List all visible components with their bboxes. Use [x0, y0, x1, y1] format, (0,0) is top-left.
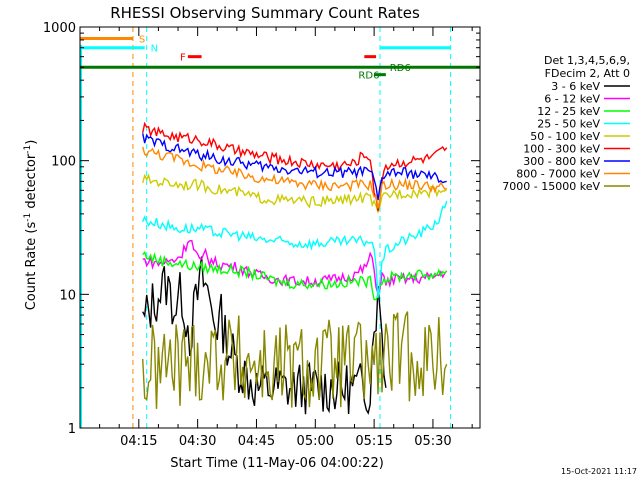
y-tick-label: 10 [59, 288, 76, 303]
axes-group: 1 10 100 1000 04:15 04:30 04:45 05:00 05:15 05:30 [43, 21, 481, 449]
series-line-0 [142, 256, 387, 415]
legend-label-4: 50 - 100 keV [530, 130, 600, 143]
legend-label-3: 25 - 50 keV [537, 118, 600, 131]
state-bars-group: SN F RD6 RD6 [80, 35, 480, 82]
x-tick-label: 05:00 [297, 434, 334, 449]
legend-label-0: 3 - 6 keV [551, 80, 600, 93]
state-label-n: N [151, 44, 158, 55]
y-axis-label-suffix: ) [24, 140, 39, 145]
y-tick-label: 100 [51, 155, 76, 170]
series-line-2 [142, 250, 448, 301]
series-line-6 [142, 133, 447, 201]
y-axis-label-prefix: Count Rate (s [24, 222, 39, 311]
legend-header-line-1: Det 1,3,4,5,6,9, [544, 54, 630, 67]
legend-label-1: 6 - 12 keV [544, 93, 600, 106]
state-label-rd6: RD6 [358, 71, 379, 82]
y-axis-label-sup1: -1 [23, 213, 33, 222]
x-tick-label: 04:30 [179, 434, 216, 449]
x-tick-label: 05:30 [414, 434, 451, 449]
series-line-3 [142, 200, 448, 298]
legend-label-8: 7000 - 15000 keV [502, 180, 600, 193]
legend-label-5: 100 - 300 keV [523, 143, 600, 156]
plot-frame [79, 26, 481, 429]
x-tick-label: 04:15 [120, 434, 157, 449]
series-line-7 [142, 146, 447, 209]
state-label-f: F [180, 53, 186, 64]
y-axis-label-sup2: -1 [23, 145, 33, 154]
x-axis-label: Start Time (11-May-06 04:00:22) [170, 456, 384, 471]
y-tick-label: 1 [68, 422, 76, 437]
legend-label-6: 300 - 800 keV [523, 155, 600, 168]
y-axis-label-mid: detector [24, 153, 39, 213]
y-axis-label: Count Rate (s-1 detector-1) [23, 140, 39, 311]
series-line-4 [142, 173, 448, 215]
series-group [142, 121, 448, 415]
timestamp: 15-Oct-2021 11:17 [561, 467, 637, 476]
legend-label-2: 12 - 25 keV [537, 105, 600, 118]
state-label-s: S [139, 35, 145, 46]
legend-header-line-2: FDecim 2, Att 0 [545, 67, 630, 80]
legend-label-7: 800 - 7000 keV [516, 168, 600, 181]
x-tick-label: 05:15 [355, 434, 392, 449]
legend: Det 1,3,4,5,6,9, FDecim 2, Att 0 3 - 6 k… [502, 54, 630, 193]
y-tick-label: 1000 [43, 21, 76, 36]
state-label-rd6: RD6 [390, 63, 411, 74]
x-tick-label: 04:45 [238, 434, 275, 449]
series-line-5 [142, 121, 448, 212]
chart-title: RHESSI Observing Summary Count Rates [110, 4, 420, 22]
series-line-8 [142, 311, 448, 409]
